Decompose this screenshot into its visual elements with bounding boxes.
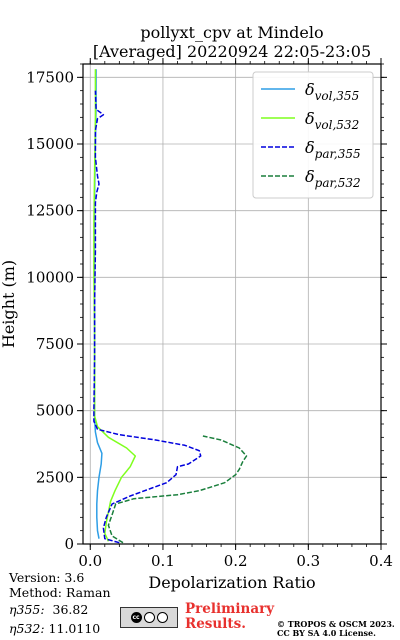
sa-icon <box>156 612 168 623</box>
series-line-3 <box>93 90 202 544</box>
legend-label-1: δvol,355 <box>305 80 359 103</box>
eta532-line: η532: 11.0110 <box>9 621 100 636</box>
y-tick-label: 12500 <box>26 202 74 220</box>
y-tick-label: 5000 <box>36 402 74 420</box>
legend-box <box>252 71 374 199</box>
x-tick-label: 0.3 <box>296 552 320 570</box>
version-text: Version: 3.6 <box>9 570 85 585</box>
axis-ticks: 0.0 0.1 0.2 0.3 0.4 0 2500 5000 7500 10000 12500 15… <box>26 58 393 570</box>
y-tick-label: 2500 <box>36 468 74 486</box>
legend: δvol,355 δvol,532 δpar,355 δpar,532 <box>252 71 374 199</box>
copyright-line-2: CC BY SA 4.0 License. <box>277 628 376 638</box>
preliminary-results-note: Preliminary Results. <box>185 602 274 632</box>
by-icon <box>143 612 155 623</box>
x-axis-label: Depolarization Ratio <box>148 573 315 592</box>
x-tick-label: 0.0 <box>78 552 102 570</box>
preliminary-line-1: Preliminary <box>185 601 275 617</box>
x-tick-label: 0.1 <box>151 552 175 570</box>
method-text: Method: Raman <box>9 585 111 600</box>
series-lines <box>93 69 248 544</box>
y-tick-label: 7500 <box>36 335 74 353</box>
depolarization-chart: pollyxt_cpv at Mindelo [Averaged] 202209… <box>0 23 393 592</box>
y-axis-label: Height (m) <box>0 260 18 348</box>
legend-label-2: δvol,532 <box>305 109 359 132</box>
eta532-value: 11.0110 <box>48 621 101 636</box>
cc-icon: cc <box>130 612 142 623</box>
legend-label-4: δpar,532 <box>305 167 361 190</box>
legend-label-3: δpar,355 <box>305 138 361 161</box>
eta355-value: 36.82 <box>52 602 89 617</box>
cc-license-badge: cc <box>120 607 178 628</box>
y-tick-label: 0 <box>64 535 74 553</box>
preliminary-line-2: Results. <box>185 616 246 632</box>
y-tick-label: 15000 <box>26 135 74 153</box>
y-tick-label: 10000 <box>26 268 74 286</box>
chart-subtitle: [Averaged] 20220924 22:05-23:05 <box>93 42 371 61</box>
chart-title: pollyxt_cpv at Mindelo <box>140 23 323 42</box>
copyright-line-1: © TROPOS & OSCM 2023. <box>277 619 395 629</box>
eta532-label: η532: <box>9 621 45 636</box>
x-tick-label: 0.2 <box>224 552 248 570</box>
eta355-label: η355: <box>9 602 45 617</box>
eta355-line: η355: 36.82 <box>9 602 88 617</box>
copyright-note: © TROPOS & OSCM 2023. CC BY SA 4.0 Licen… <box>277 620 395 638</box>
series-line-4 <box>107 435 248 544</box>
x-tick-label: 0.4 <box>369 552 393 570</box>
y-tick-label: 17500 <box>26 68 74 86</box>
